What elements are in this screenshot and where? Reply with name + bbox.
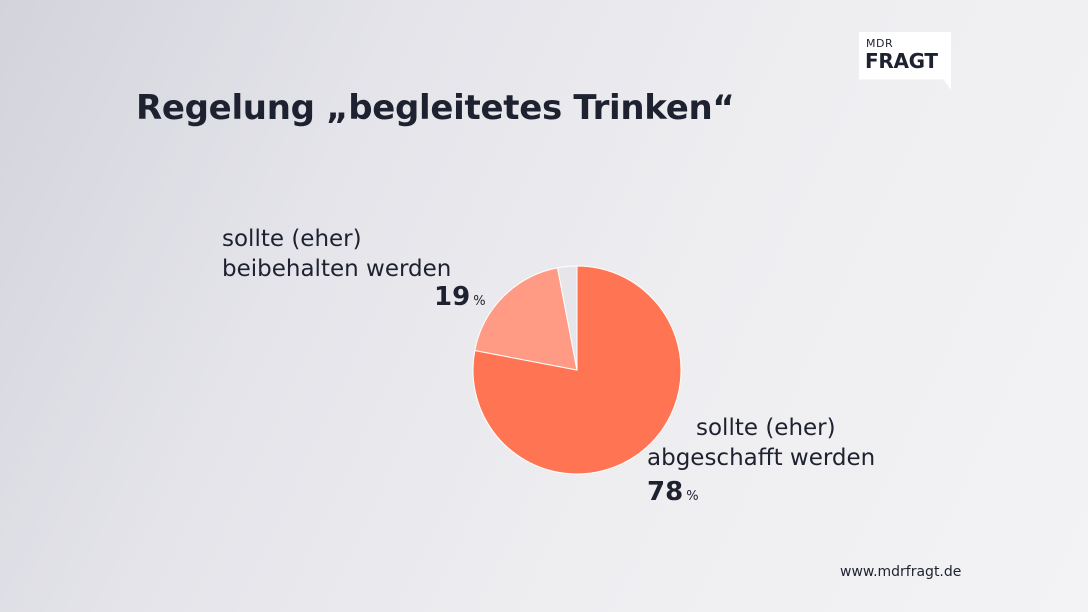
slice-label-beibehalten: sollte (eher) beibehalten werden <box>222 224 451 284</box>
slice-value-abgeschafft-number: 78 <box>647 477 684 507</box>
pie-slice-rest <box>556 265 578 371</box>
slice-label-abgeschafft-line1: sollte (eher) <box>696 415 836 441</box>
slice-label-abgeschafft-line2: abgeschafft werden <box>647 445 876 471</box>
pie-slice-beibehalten <box>474 267 578 371</box>
slice-value-abgeschafft-unit: % <box>686 489 699 504</box>
chart-title: Regelung „begleitetes Trinken“ <box>136 88 735 128</box>
logo-text-fragt: FRAGT <box>865 49 938 73</box>
pie-slices <box>472 265 682 475</box>
slice-label-beibehalten-line1: sollte (eher) <box>222 226 362 252</box>
slice-value-beibehalten-unit: % <box>473 294 486 309</box>
slice-value-beibehalten: 19% <box>434 282 486 312</box>
slice-label-beibehalten-line2: beibehalten werden <box>222 256 452 282</box>
logo-text-mdr: MDR <box>866 37 894 50</box>
source-url: www.mdrfragt.de <box>840 564 962 580</box>
slice-value-abgeschafft: 78% <box>647 477 699 507</box>
slice-value-beibehalten-number: 19 <box>434 282 471 312</box>
slice-label-abgeschafft: sollte (eher) abgeschafft werden <box>647 413 875 473</box>
